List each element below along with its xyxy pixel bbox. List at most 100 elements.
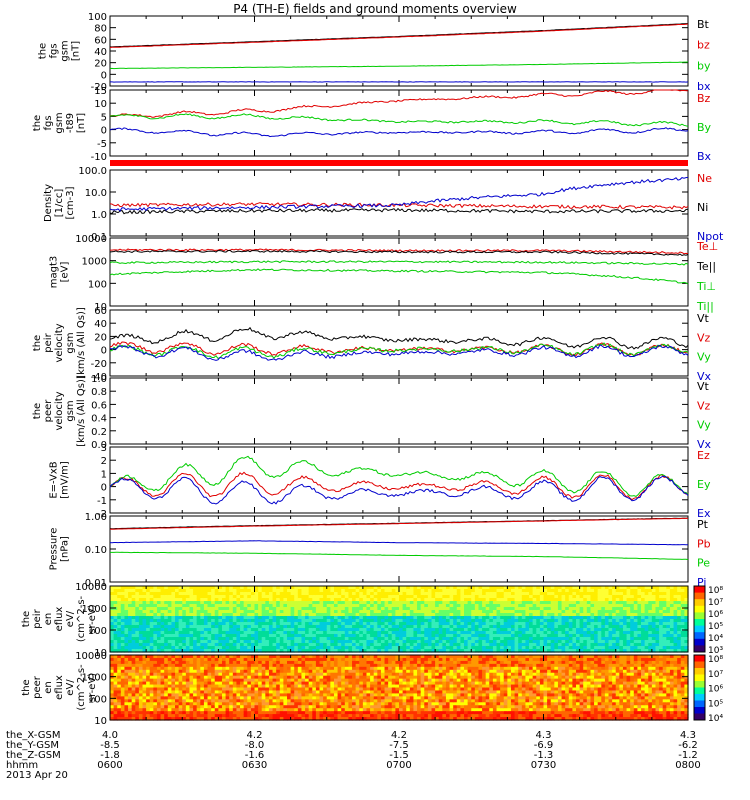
spec-cell bbox=[594, 646, 599, 650]
spec-cell bbox=[265, 607, 270, 611]
spec-cell bbox=[258, 616, 263, 620]
spec-cell bbox=[110, 598, 115, 602]
spec-cell bbox=[529, 640, 534, 644]
spec-cell bbox=[662, 649, 667, 653]
spec-cell bbox=[164, 634, 169, 638]
spec-cell bbox=[644, 625, 649, 629]
spec-cell bbox=[568, 589, 573, 593]
spec-cell bbox=[182, 684, 187, 689]
spec-cell bbox=[673, 613, 678, 617]
spec-cell bbox=[648, 649, 653, 653]
spec-cell bbox=[182, 699, 187, 703]
spec-cell bbox=[590, 640, 595, 644]
spec-cell bbox=[337, 586, 342, 590]
spec-cell bbox=[120, 619, 126, 623]
spec-cell bbox=[297, 634, 303, 638]
spec-cell bbox=[207, 646, 212, 650]
spec-cell bbox=[341, 604, 346, 608]
spec-cell bbox=[113, 607, 118, 611]
spec-cell bbox=[431, 592, 436, 596]
spec-cell bbox=[579, 616, 584, 620]
spec-cell bbox=[128, 601, 133, 605]
spec-cell bbox=[185, 610, 191, 614]
spec-cell bbox=[619, 592, 624, 596]
spec-cell bbox=[427, 637, 433, 641]
spec-cell bbox=[482, 592, 487, 596]
spec-cell bbox=[417, 646, 422, 650]
spec-cell bbox=[156, 607, 162, 611]
spec-cell bbox=[167, 669, 173, 674]
spec-cell bbox=[680, 610, 685, 614]
spec-cell bbox=[236, 601, 241, 605]
spec-cell bbox=[680, 622, 685, 626]
spec-cell bbox=[250, 640, 256, 644]
spec-cell bbox=[399, 610, 404, 614]
spec-cell bbox=[156, 640, 162, 644]
spec-cell bbox=[529, 610, 534, 614]
spec-cell bbox=[370, 601, 375, 605]
spec-cell bbox=[287, 646, 292, 650]
spec-cell bbox=[167, 711, 173, 715]
spec-cell bbox=[250, 592, 256, 596]
y-tick-label: 60 bbox=[94, 306, 107, 317]
spec-cell bbox=[214, 699, 219, 703]
spec-cell bbox=[474, 616, 480, 620]
spec-cell bbox=[171, 705, 176, 709]
spec-cell bbox=[464, 649, 469, 653]
spec-cell bbox=[597, 622, 602, 626]
spec-cell bbox=[648, 631, 653, 635]
spec-cell bbox=[128, 678, 133, 683]
spec-cell bbox=[395, 628, 400, 632]
spec-cell bbox=[149, 678, 154, 683]
spec-cell bbox=[554, 640, 559, 644]
spec-cell bbox=[167, 666, 173, 671]
spec-cell bbox=[218, 717, 223, 721]
spec-cell bbox=[594, 613, 599, 617]
spec-cell bbox=[565, 640, 570, 644]
spec-cell bbox=[659, 625, 664, 629]
spec-cell bbox=[633, 631, 639, 635]
spec-cell bbox=[427, 640, 433, 644]
spec-cell bbox=[156, 684, 162, 689]
colorbar-label: 10³ bbox=[708, 646, 723, 656]
spec-cell bbox=[276, 601, 281, 605]
spec-cell bbox=[547, 646, 552, 650]
spec-cell bbox=[417, 649, 422, 653]
spec-cell bbox=[677, 601, 682, 605]
spec-cell bbox=[254, 643, 259, 647]
spec-cell bbox=[294, 613, 299, 617]
spec-cell bbox=[630, 610, 635, 614]
spec-cell bbox=[297, 610, 303, 614]
spec-cell bbox=[153, 655, 158, 659]
spec-cell bbox=[651, 601, 657, 605]
spec-cell bbox=[359, 589, 364, 593]
spec-cell bbox=[666, 613, 671, 617]
spec-cell bbox=[554, 628, 559, 632]
spec-cell bbox=[684, 586, 689, 590]
spec-cell bbox=[131, 637, 136, 641]
spec-cell bbox=[214, 705, 219, 709]
spec-cell bbox=[377, 595, 382, 599]
spec-cell bbox=[171, 684, 176, 689]
spec-cell bbox=[142, 669, 147, 674]
spec-cell bbox=[236, 628, 241, 632]
spec-cell bbox=[677, 628, 682, 632]
spec-cell bbox=[525, 649, 530, 653]
spec-cell bbox=[543, 649, 548, 653]
spec-cell bbox=[391, 643, 396, 647]
spec-cell bbox=[619, 625, 624, 629]
spec-cell bbox=[572, 619, 577, 623]
spec-cell bbox=[149, 595, 154, 599]
spec-cell bbox=[391, 625, 396, 629]
spec-cell bbox=[355, 628, 360, 632]
spec-cell bbox=[236, 717, 241, 721]
spec-cell bbox=[500, 631, 505, 635]
spec-cell bbox=[214, 684, 219, 689]
spec-cell bbox=[243, 714, 248, 718]
spec-cell bbox=[149, 702, 154, 706]
spec-cell bbox=[113, 657, 118, 662]
spec-cell bbox=[337, 607, 342, 611]
spec-cell bbox=[265, 598, 270, 602]
spec-cell bbox=[510, 619, 516, 623]
spec-cell bbox=[435, 634, 440, 638]
